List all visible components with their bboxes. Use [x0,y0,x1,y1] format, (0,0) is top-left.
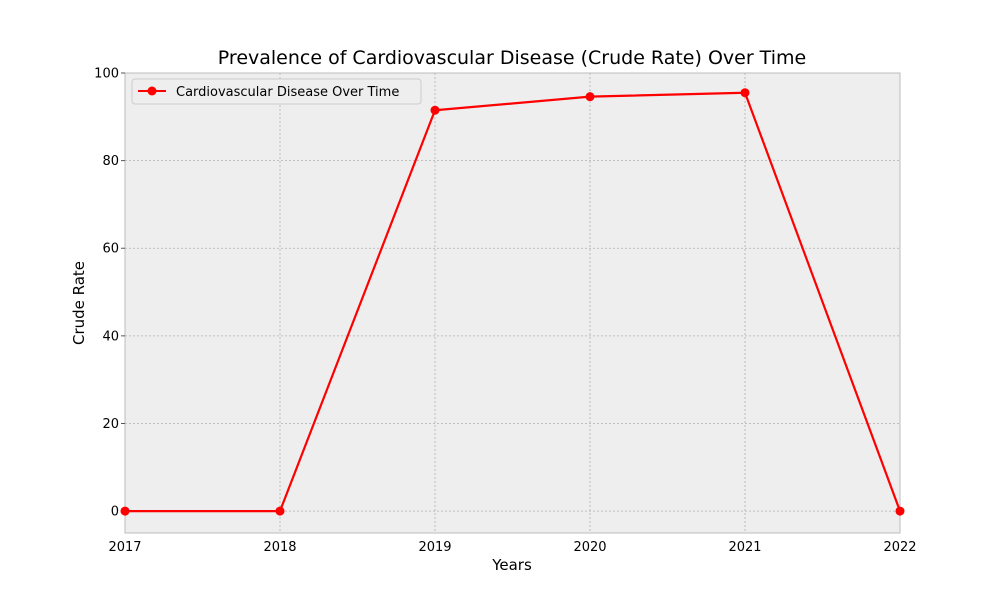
y-tick-label: 0 [111,505,119,520]
y-axis-title: Crude Rate [70,261,88,345]
y-tick-label: 20 [102,417,119,432]
legend-label: Cardiovascular Disease Over Time [176,85,399,100]
x-tick-label: 2022 [883,540,916,555]
y-tick-label: 100 [94,67,119,82]
legend-box [131,78,422,105]
y-tick-label: 80 [102,154,119,169]
chart-title: Prevalence of Cardiovascular Disease (Cr… [218,47,806,69]
plot-frame [124,72,901,534]
data-point [895,506,905,516]
legend: Cardiovascular Disease Over Time [131,78,422,105]
x-axis-ticks: 2017 2018 2019 2020 2021 2022 [108,540,916,555]
series-layer [120,88,905,516]
plot-area [125,73,900,533]
x-tick-label: 2021 [728,540,761,555]
x-tick-label: 2020 [573,540,606,555]
data-point [120,506,130,516]
y-tick-label: 40 [102,329,119,344]
legend-marker-swatch [147,86,157,96]
x-axis-title: Years [491,556,532,574]
data-point [430,105,440,115]
x-tick-label: 2019 [418,540,451,555]
data-point [740,88,750,98]
y-axis-ticks: 0 20 40 60 80 100 [94,67,125,520]
x-tick-label: 2018 [263,540,296,555]
x-tick-label: 2017 [108,540,141,555]
data-point [275,506,285,516]
series-line [125,91,902,513]
y-tick-label: 60 [102,242,119,257]
data-point [585,92,595,102]
